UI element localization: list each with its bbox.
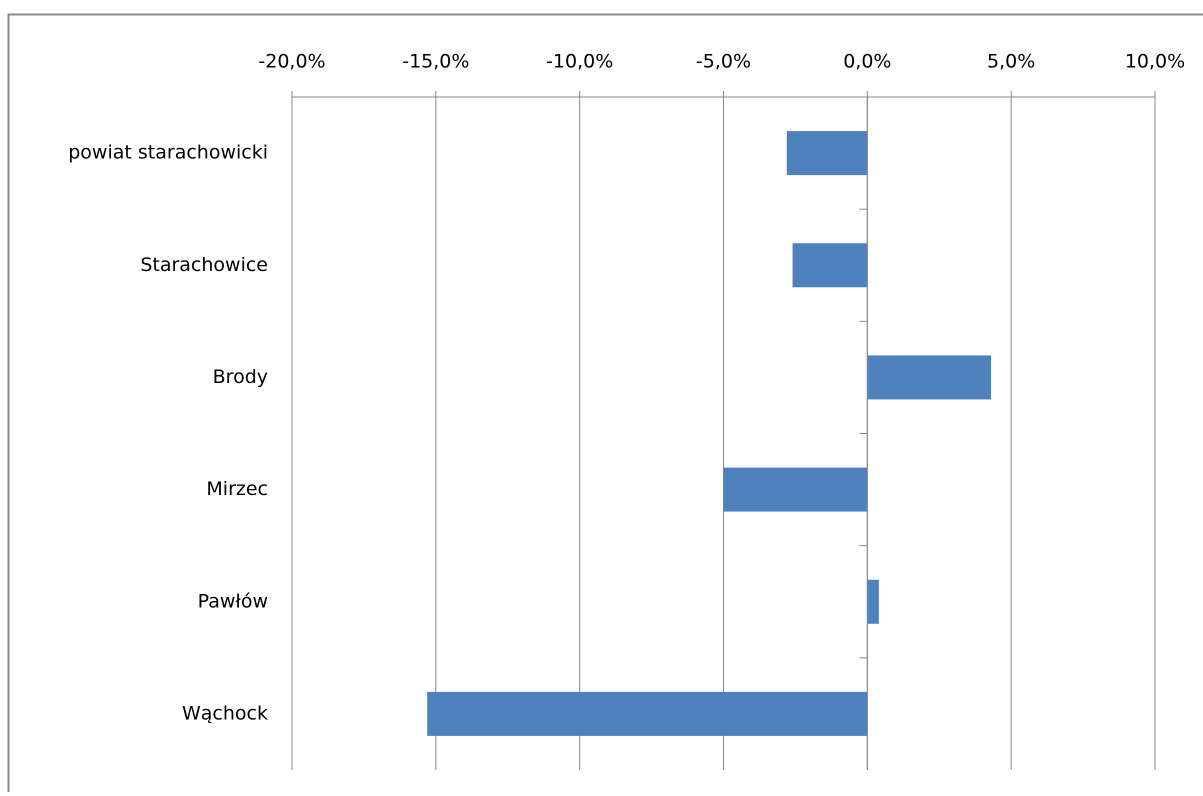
y-tick-label: Mirzec — [206, 478, 268, 500]
chart-frame — [9, 15, 1203, 793]
x-tick-label: 5,0% — [987, 51, 1035, 73]
bar — [724, 468, 868, 512]
bar — [787, 131, 868, 175]
bar — [867, 355, 991, 399]
x-tick-label: -5,0% — [696, 51, 751, 73]
x-tick-label: -20,0% — [258, 51, 325, 73]
bar — [427, 692, 867, 736]
x-tick-label: -15,0% — [402, 51, 469, 73]
y-tick-label: Wąchock — [182, 702, 268, 724]
x-tick-label: 0,0% — [843, 51, 891, 73]
x-tick-label: 10,0% — [1125, 51, 1185, 73]
y-tick-label: powiat starachowicki — [68, 142, 268, 164]
y-tick-label: Brody — [213, 366, 268, 388]
y-tick-label: Starachowice — [140, 254, 268, 276]
bar — [867, 580, 879, 624]
bar — [793, 243, 868, 287]
x-tick-label: -10,0% — [546, 51, 613, 73]
y-tick-label: Pawłów — [198, 590, 268, 612]
